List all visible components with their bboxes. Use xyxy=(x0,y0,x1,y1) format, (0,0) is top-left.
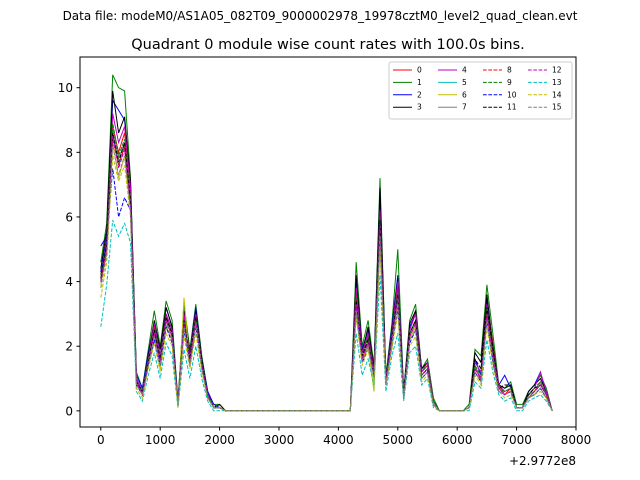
y-tick-label: 10 xyxy=(58,81,73,95)
legend-label: 0 xyxy=(417,66,422,75)
x-tick-label: 7000 xyxy=(501,433,532,447)
legend-label: 3 xyxy=(417,103,422,112)
x-offset-label: +2.9772e8 xyxy=(509,454,576,468)
legend-label: 14 xyxy=(552,90,562,99)
x-tick-label: 3000 xyxy=(264,433,295,447)
legend-label: 7 xyxy=(462,103,467,112)
series-line-2 xyxy=(100,98,553,412)
x-tick-label: 1000 xyxy=(145,433,176,447)
series-line-9 xyxy=(100,123,553,412)
series-line-12 xyxy=(100,136,553,412)
series-line-15 xyxy=(100,145,553,412)
legend-label: 6 xyxy=(462,90,467,99)
y-tick-label: 0 xyxy=(65,404,73,418)
legend-label: 15 xyxy=(552,103,562,112)
figure-suptitle: Data file: modeM0/AS1A05_082T09_90000029… xyxy=(63,9,578,23)
x-tick-label: 4000 xyxy=(323,433,354,447)
series-line-14 xyxy=(100,155,553,412)
x-tick-label: 8000 xyxy=(561,433,592,447)
y-tick-label: 6 xyxy=(65,210,73,224)
series-line-11 xyxy=(100,132,553,412)
legend-label: 1 xyxy=(417,78,422,87)
legend-label: 12 xyxy=(552,66,562,75)
legend-label: 9 xyxy=(507,78,512,87)
series-line-10 xyxy=(100,168,553,412)
series-line-5 xyxy=(100,132,553,412)
y-tick-label: 8 xyxy=(65,146,73,160)
series-line-0 xyxy=(100,126,553,412)
x-tick-label: 2000 xyxy=(204,433,235,447)
x-tick-label: 6000 xyxy=(442,433,473,447)
y-tick-label: 4 xyxy=(65,275,73,289)
legend-label: 2 xyxy=(417,90,422,99)
plot-lines xyxy=(100,74,553,412)
x-tick-label: 5000 xyxy=(383,433,414,447)
legend-label: 5 xyxy=(462,78,467,87)
x-tick-label: 0 xyxy=(97,433,105,447)
legend-label: 8 xyxy=(507,66,512,75)
legend-label: 4 xyxy=(462,66,467,75)
legend-box xyxy=(388,61,573,120)
series-line-6 xyxy=(100,142,553,412)
legend-label: 10 xyxy=(507,90,517,99)
chart-title: Quadrant 0 module wise count rates with … xyxy=(131,37,525,53)
y-tick-label: 2 xyxy=(65,340,73,354)
series-line-7 xyxy=(100,129,553,412)
series-line-1 xyxy=(100,74,553,412)
legend-label: 13 xyxy=(552,78,562,87)
legend-label: 11 xyxy=(507,103,517,112)
series-line-4 xyxy=(100,113,553,412)
series-line-8 xyxy=(100,139,553,412)
plot-frame xyxy=(79,56,577,428)
